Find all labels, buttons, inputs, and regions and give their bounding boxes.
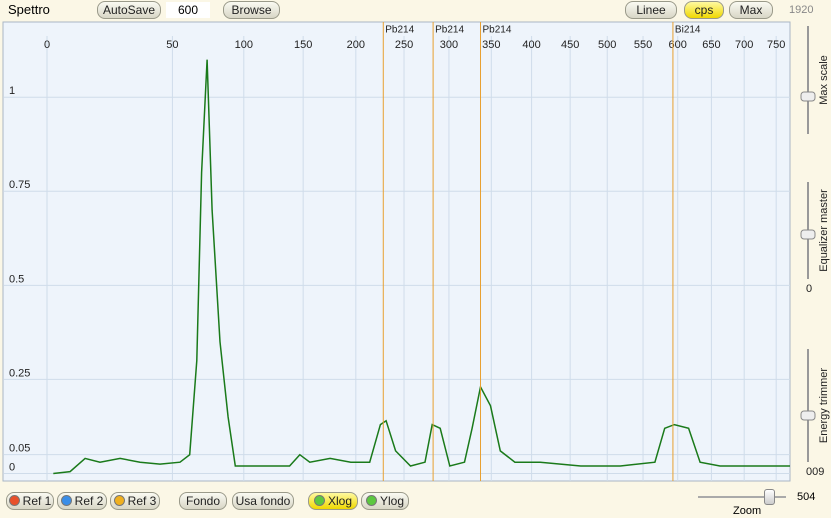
slider-label: Max scale <box>818 55 830 105</box>
autosave-button[interactable]: AutoSave <box>97 1 161 19</box>
slider-label: Energy trimmer <box>818 368 830 444</box>
y-tick-label: 0.75 <box>9 179 30 191</box>
x-tick-label: 400 <box>522 39 540 51</box>
y-tick-label: 0.25 <box>9 367 30 379</box>
zoom-thumb[interactable] <box>764 489 775 505</box>
slider-group: Max scale Equalizer master 0 Energy trimmer… <box>800 26 830 478</box>
xlog-button[interactable]: Xlog <box>308 492 358 510</box>
ref1-button[interactable]: Ref 1 <box>6 492 54 510</box>
ref3-dot <box>113 495 125 506</box>
plot-area <box>2 21 791 482</box>
ylog-button[interactable]: Ylog <box>361 492 409 510</box>
ref2-dot <box>60 495 72 506</box>
zoom-value: 504 <box>797 491 816 503</box>
cps-button[interactable]: cps <box>684 1 724 19</box>
ylog-label: Ylog <box>379 494 405 508</box>
ref2-button[interactable]: Ref 2 <box>57 492 107 510</box>
xlog-label: Xlog <box>327 494 353 508</box>
x-tick-label: 200 <box>347 39 365 51</box>
x-tick-label: 150 <box>294 39 312 51</box>
linee-button[interactable]: Linee <box>625 1 677 19</box>
zoom-track <box>698 496 786 498</box>
fondo-button[interactable]: Fondo <box>179 492 227 510</box>
x-tick-label: 450 <box>561 39 579 51</box>
isotope-label: Pb214 <box>435 25 464 36</box>
x-tick-label: 700 <box>735 39 753 51</box>
x-tick-label: 300 <box>440 39 458 51</box>
xlog-dot <box>313 495 325 506</box>
title: Spettro <box>8 2 50 17</box>
samples-field[interactable]: 600 <box>166 2 210 18</box>
max-value: 1920 <box>789 4 814 16</box>
x-tick-label: 650 <box>702 39 720 51</box>
max-button[interactable]: Max <box>729 1 773 19</box>
x-tick-label: 550 <box>634 39 652 51</box>
y-tick-label: 0.05 <box>9 443 30 455</box>
ref1-label: Ref 1 <box>22 494 52 508</box>
ref1-dot <box>8 495 20 506</box>
slider-value: 009 <box>806 466 824 478</box>
isotope-label: Bi214 <box>675 25 701 36</box>
x-tick-label: 250 <box>395 39 413 51</box>
x-tick-label: 50 <box>166 39 178 51</box>
ref3-button[interactable]: Ref 3 <box>110 492 160 510</box>
slider-value: 0 <box>806 283 812 295</box>
slider-label: Equalizer master <box>818 189 830 272</box>
x-tick-label: 600 <box>669 39 687 51</box>
isotope-label: Pb214 <box>483 25 512 36</box>
zoom-label: Zoom <box>733 505 762 517</box>
slider-thumb[interactable] <box>800 91 816 102</box>
x-tick-label: 350 <box>482 39 500 51</box>
browse-button[interactable]: Browse <box>223 1 280 19</box>
y-tick-label: 0 <box>9 461 15 473</box>
isotope-label: Pb214 <box>385 25 414 36</box>
ylog-dot <box>365 495 377 506</box>
slider-thumb[interactable] <box>800 410 816 421</box>
usa-fondo-button[interactable]: Usa fondo <box>232 492 294 510</box>
x-tick-label: 750 <box>767 39 785 51</box>
x-tick-label: 500 <box>598 39 616 51</box>
ref2-label: Ref 2 <box>74 494 104 508</box>
x-tick-label: 100 <box>235 39 253 51</box>
spectrum-chart: Max scale Equalizer master 0 Energy trimmer… <box>2 21 831 482</box>
y-tick-label: 1 <box>9 85 15 97</box>
x-tick-label: 0 <box>44 39 50 51</box>
slider-thumb[interactable] <box>800 229 816 240</box>
ref3-label: Ref 3 <box>127 494 157 508</box>
y-tick-label: 0.5 <box>9 273 24 285</box>
